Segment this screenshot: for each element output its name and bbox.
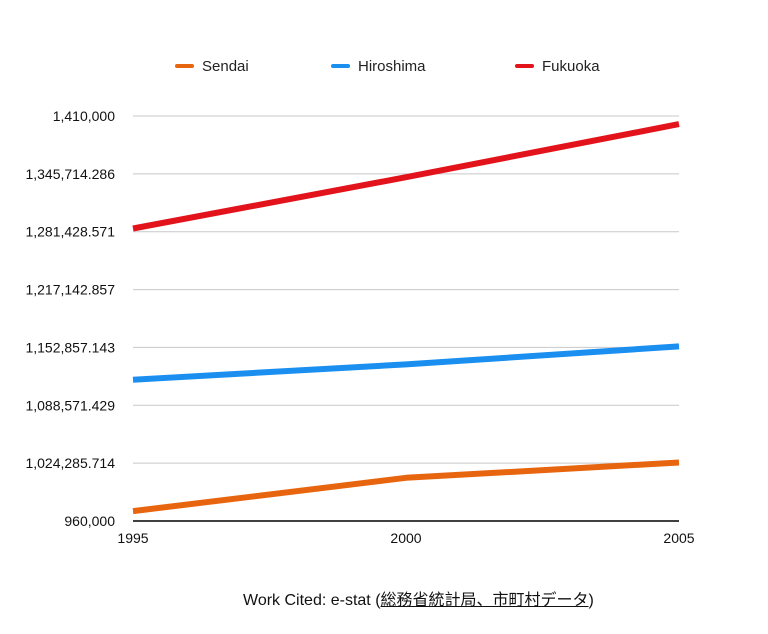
y-tick-label: 1,345,714.286 [25, 166, 115, 182]
x-tick-label: 1995 [117, 530, 148, 546]
series-line-sendai [132, 459, 680, 515]
x-axis: 1995 2000 2005 [117, 530, 694, 546]
source-caption: Work Cited: e-stat (総務省統計局、市町村データ) [243, 586, 594, 610]
legend-item-fukuoka: Fukuoka [515, 58, 600, 75]
caption-prefix: Work Cited: e-stat ( [243, 592, 381, 609]
y-tick-label: 960,000 [64, 513, 115, 529]
series-line-fukuoka [132, 121, 680, 232]
legend-item-hiroshima: Hiroshima [331, 58, 426, 75]
y-axis: 960,000 1,024,285.714 1,088,571.429 1,152,8… [25, 108, 115, 529]
y-tick-label: 1,024,285.714 [25, 455, 115, 471]
legend-item-sendai: Sendai [175, 58, 249, 75]
x-tick-label: 2000 [390, 530, 421, 546]
y-tick-label: 1,217,142.857 [25, 282, 115, 298]
y-tick-label: 1,281,428.571 [25, 224, 115, 240]
legend-label: Hiroshima [358, 58, 426, 75]
caption-suffix: ) [588, 592, 594, 609]
y-tick-label: 1,152,857.143 [25, 339, 115, 355]
series-line-hiroshima [132, 343, 680, 383]
source-link[interactable]: 総務省統計局、市町村データ [380, 592, 589, 609]
series-lines [132, 121, 680, 515]
x-tick-label: 2005 [663, 530, 694, 546]
legend-label: Sendai [202, 58, 249, 75]
gridlines [133, 115, 679, 522]
legend-label: Fukuoka [542, 58, 600, 75]
legend: Sendai Hiroshima Fukuoka [175, 58, 600, 75]
y-tick-label: 1,410,000 [53, 108, 115, 124]
y-tick-label: 1,088,571.429 [25, 397, 115, 413]
